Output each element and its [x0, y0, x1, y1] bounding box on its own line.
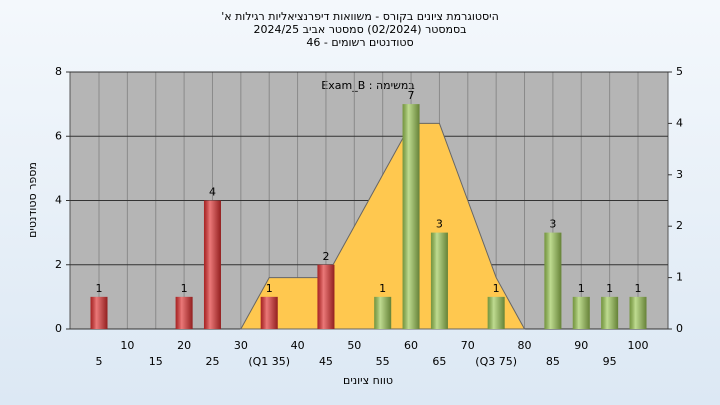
- x-tick-label: 95: [603, 355, 617, 368]
- x-tick-label: 25: [205, 355, 219, 368]
- x-tick-label: 55: [376, 355, 390, 368]
- value-label: 1: [181, 282, 188, 295]
- x-tick-label: 85: [546, 355, 560, 368]
- y2-tick-label: 4: [676, 116, 683, 129]
- title-line: סטודנטים רשומים - 46: [306, 36, 413, 49]
- value-label: 1: [493, 282, 500, 295]
- x-tick-label: 45: [319, 355, 333, 368]
- y2-tick-label: 2: [676, 219, 683, 232]
- x-tick-label: (Q3 75): [475, 355, 517, 368]
- value-label: 3: [549, 218, 556, 231]
- value-label: 3: [436, 218, 443, 231]
- y-axis-label: מספר סטודנטים: [26, 162, 39, 238]
- y2-tick-label: 1: [676, 271, 683, 284]
- x-tick-label: 65: [432, 355, 446, 368]
- bar-shade: [629, 296, 647, 329]
- x-tick-label: 50: [347, 339, 361, 352]
- x-tick-label: 30: [234, 339, 248, 352]
- x-tick-label: 70: [461, 339, 475, 352]
- x-tick-label: 90: [574, 339, 588, 352]
- title-line: בסמסטר (02/2024) סמסטר אביב 2024/25: [253, 23, 466, 36]
- bar-shade: [572, 296, 590, 329]
- bar-shade: [260, 296, 278, 329]
- bar-shade: [374, 296, 392, 329]
- value-label: 1: [606, 282, 613, 295]
- value-label: 7: [408, 89, 415, 102]
- bar-shade: [203, 200, 221, 329]
- x-tick-label: 15: [149, 355, 163, 368]
- bar-shade: [544, 232, 562, 329]
- x-tick-label: 40: [291, 339, 305, 352]
- bar-shade: [175, 296, 193, 329]
- x-tick-label: 60: [404, 339, 418, 352]
- value-label: 1: [379, 282, 386, 295]
- title-line: היסטוגרמת ציונים בקורס - משוואות דיפרנצי…: [221, 10, 499, 23]
- x-tick-label: 20: [177, 339, 191, 352]
- y-tick-label: 8: [55, 65, 62, 78]
- value-label: 1: [635, 282, 642, 295]
- value-label: 1: [96, 282, 103, 295]
- bar-shade: [487, 296, 505, 329]
- value-label: 4: [209, 186, 216, 199]
- value-label: 1: [578, 282, 585, 295]
- annotation: במשימה : Exam_B: [321, 79, 414, 92]
- y2-tick-label: 5: [676, 65, 683, 78]
- value-label: 2: [322, 250, 329, 263]
- x-tick-label: 10: [120, 339, 134, 352]
- bar-shade: [402, 104, 420, 329]
- x-axis-label: טווח ציונים: [343, 374, 393, 387]
- y2-tick-label: 3: [676, 168, 683, 181]
- value-label: 1: [266, 282, 273, 295]
- x-tick-label: 5: [96, 355, 103, 368]
- x-tick-label: 80: [518, 339, 532, 352]
- x-tick-label: 100: [628, 339, 649, 352]
- y-tick-label: 0: [55, 322, 62, 335]
- x-tick-label: (Q1 35): [248, 355, 290, 368]
- bar-shade: [90, 296, 108, 329]
- y-tick-label: 2: [55, 258, 62, 271]
- y-tick-label: 6: [55, 129, 62, 142]
- area: [239, 122, 526, 330]
- bar-shade: [317, 264, 335, 329]
- y-tick-label: 4: [55, 194, 62, 207]
- y2-tick-label: 0: [676, 322, 683, 335]
- bar-shade: [601, 296, 619, 329]
- bar-shade: [430, 232, 448, 329]
